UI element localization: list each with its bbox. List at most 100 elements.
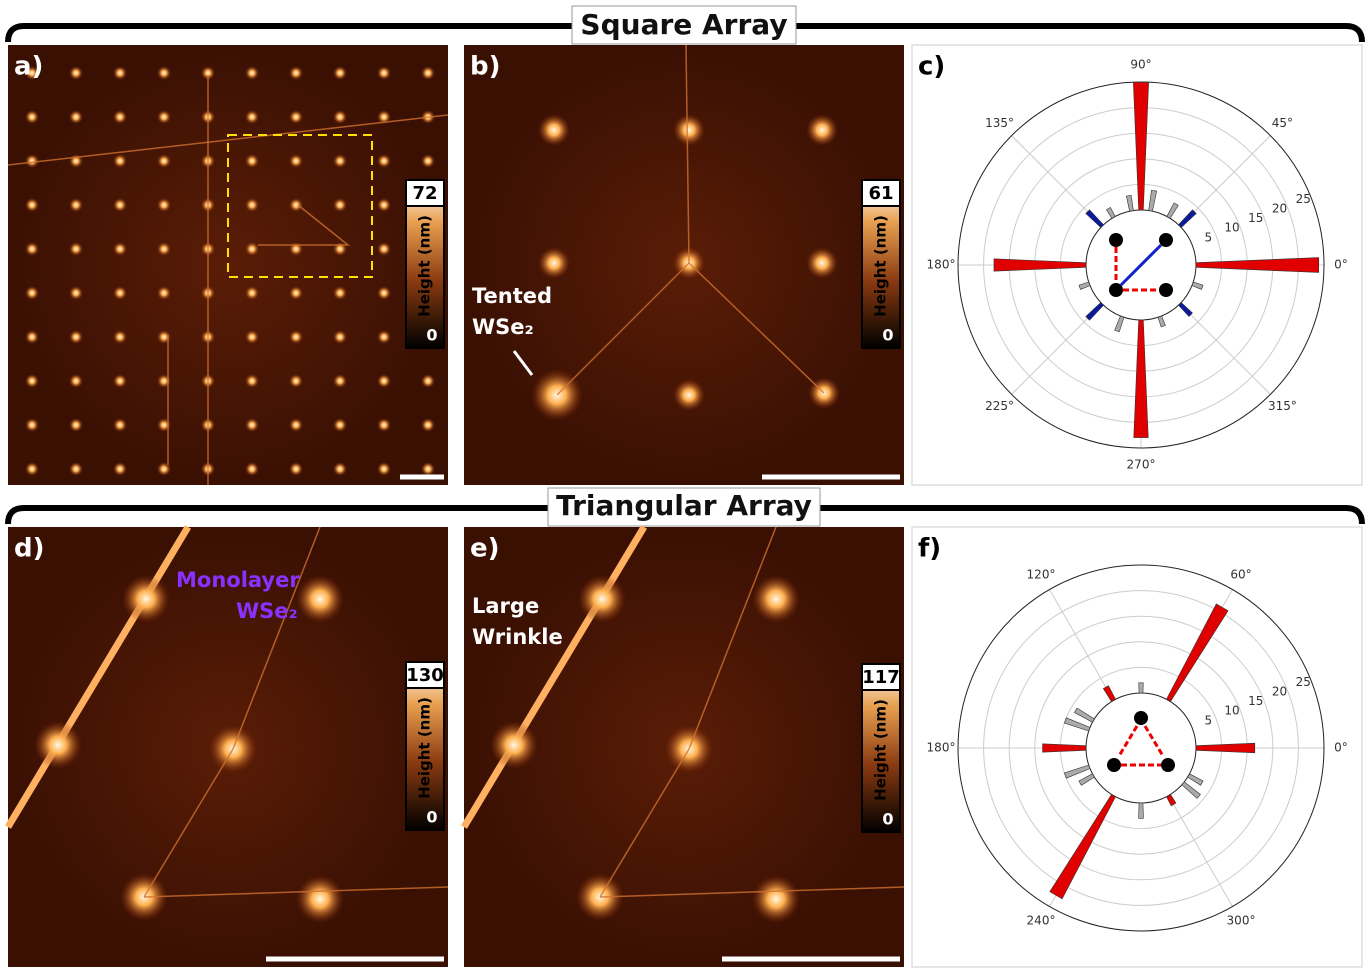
feature — [113, 242, 127, 256]
panel-label: e) — [470, 534, 500, 564]
angle-label: 90° — [1130, 58, 1151, 72]
feature — [333, 154, 347, 168]
feature — [113, 462, 127, 476]
feature — [289, 66, 303, 80]
feature — [289, 330, 303, 344]
colorbar-title: Height (nm) — [416, 697, 434, 799]
angle-label: 225° — [985, 399, 1014, 413]
feature — [289, 110, 303, 124]
annotation: Monolayer — [176, 568, 300, 592]
feature — [333, 286, 347, 300]
angle-label: 120° — [1027, 567, 1056, 581]
feature — [333, 198, 347, 212]
feature — [333, 66, 347, 80]
feature — [25, 198, 39, 212]
lattice-site — [1107, 758, 1121, 772]
feature — [25, 462, 39, 476]
feature — [113, 286, 127, 300]
feature — [421, 374, 435, 388]
feature — [806, 114, 838, 146]
feature — [673, 379, 705, 411]
feature — [157, 66, 171, 80]
lattice-site — [1109, 283, 1123, 297]
colorbar-title: Height (nm) — [872, 699, 890, 801]
feature — [806, 247, 838, 279]
feature — [157, 462, 171, 476]
radial-tick-label: 20 — [1272, 685, 1287, 699]
radial-tick-label: 10 — [1224, 704, 1239, 718]
feature — [69, 198, 83, 212]
figure: Square Array Triangular Array a)720Heigh… — [0, 0, 1370, 968]
feature — [578, 575, 626, 623]
feature — [245, 286, 259, 300]
feature — [421, 418, 435, 432]
feature — [69, 66, 83, 80]
feature — [333, 374, 347, 388]
header-title: Square Array — [580, 8, 787, 41]
feature — [113, 198, 127, 212]
feature — [377, 286, 391, 300]
angle-label: 315° — [1268, 399, 1297, 413]
feature — [245, 242, 259, 256]
feature — [25, 242, 39, 256]
feature — [69, 110, 83, 124]
feature — [421, 462, 435, 476]
angle-label: 300° — [1227, 914, 1256, 928]
panel-label: b) — [470, 52, 501, 82]
feature — [245, 154, 259, 168]
angle-label: 0° — [1334, 741, 1348, 755]
feature — [69, 374, 83, 388]
lattice-site — [1159, 233, 1173, 247]
annotation: Wrinkle — [472, 625, 563, 649]
feature — [333, 110, 347, 124]
feature — [289, 462, 303, 476]
feature — [25, 286, 39, 300]
radial-tick-label: 15 — [1248, 694, 1263, 708]
feature — [69, 242, 83, 256]
feature — [245, 330, 259, 344]
feature — [289, 198, 303, 212]
angle-label: 180° — [927, 741, 956, 755]
feature — [157, 286, 171, 300]
feature — [296, 575, 344, 623]
feature — [157, 418, 171, 432]
colorbar-min: 0 — [426, 326, 437, 345]
feature — [245, 374, 259, 388]
feature — [333, 462, 347, 476]
panel-label: a) — [14, 52, 43, 82]
polar-bar — [1139, 683, 1144, 693]
feature — [113, 418, 127, 432]
feature — [245, 110, 259, 124]
angle-label: 0° — [1334, 258, 1348, 272]
feature — [113, 110, 127, 124]
feature — [377, 418, 391, 432]
feature — [296, 875, 344, 923]
feature — [245, 418, 259, 432]
feature — [113, 154, 127, 168]
radial-tick-label: 20 — [1272, 202, 1287, 216]
feature — [289, 286, 303, 300]
feature — [377, 242, 391, 256]
feature — [289, 242, 303, 256]
feature — [377, 198, 391, 212]
radial-tick-label: 5 — [1204, 230, 1212, 244]
feature — [333, 330, 347, 344]
angle-label: 180° — [927, 258, 956, 272]
feature — [333, 418, 347, 432]
feature — [289, 374, 303, 388]
feature — [673, 114, 705, 146]
feature — [113, 66, 127, 80]
radial-tick-label: 15 — [1248, 211, 1263, 225]
annotation: Large — [472, 594, 539, 618]
inner-circle — [1086, 693, 1196, 803]
feature — [113, 374, 127, 388]
angle-label: 135° — [985, 116, 1014, 130]
panel-label: d) — [14, 534, 45, 564]
feature — [25, 418, 39, 432]
feature — [69, 330, 83, 344]
feature — [157, 242, 171, 256]
annotation: WSe₂ — [472, 315, 534, 339]
feature — [752, 875, 800, 923]
feature — [69, 462, 83, 476]
feature — [377, 66, 391, 80]
